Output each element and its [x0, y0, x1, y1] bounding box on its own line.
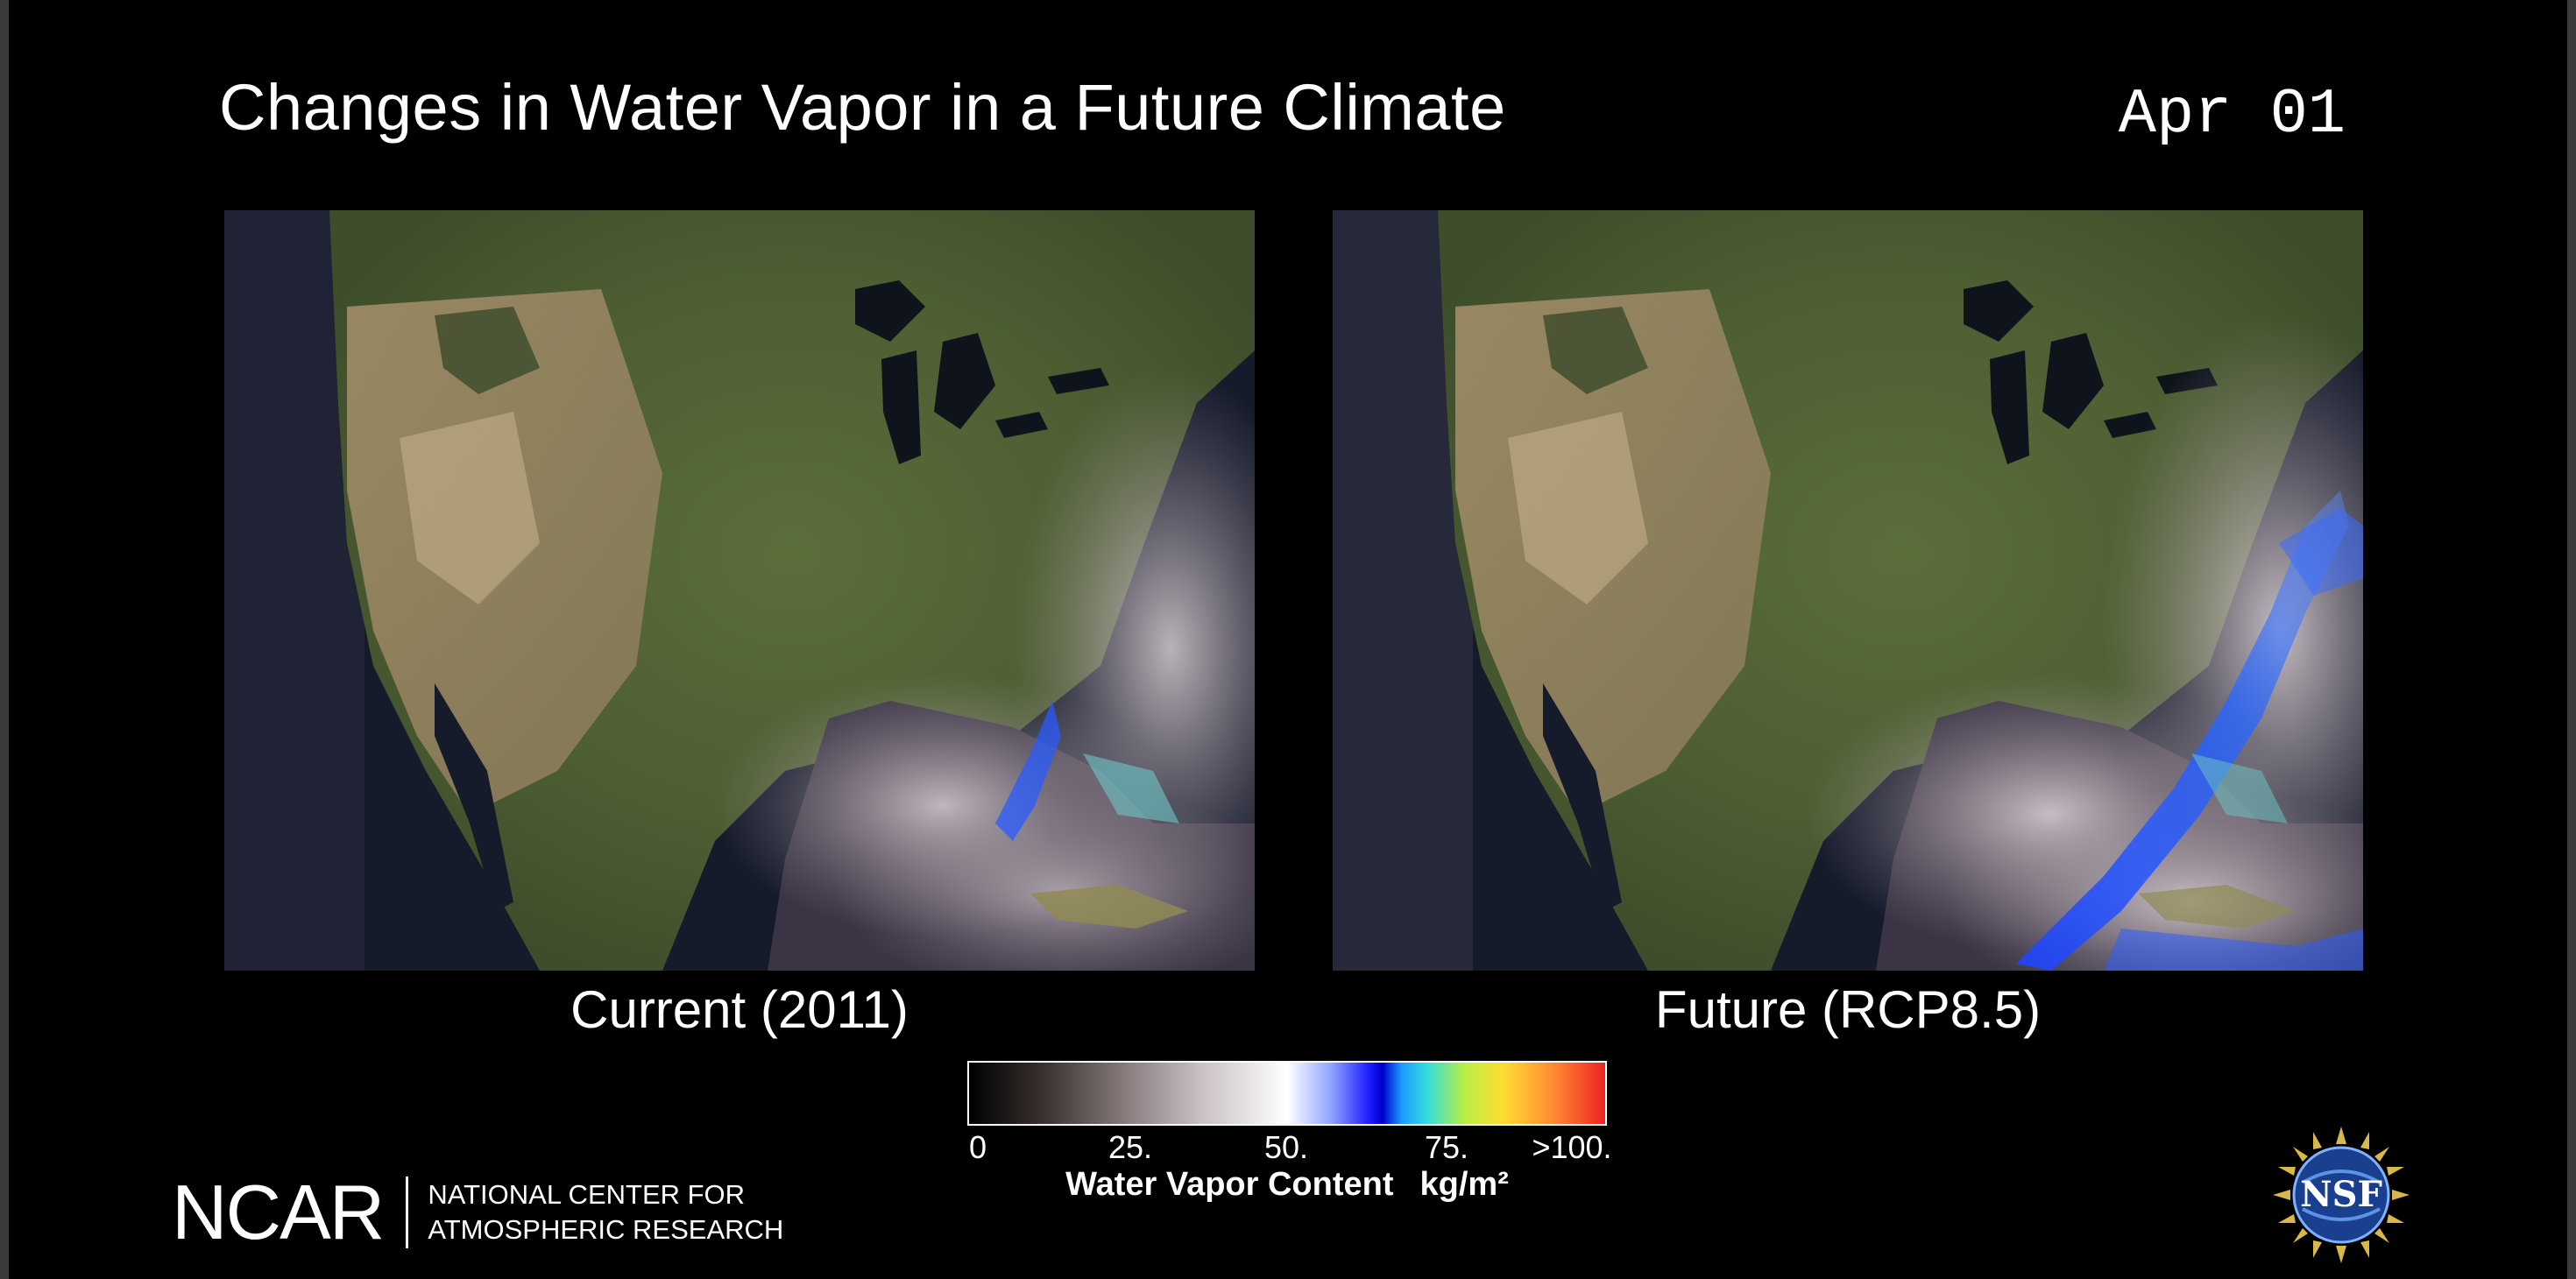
nsf-logo: NSF — [2271, 1125, 2411, 1265]
ncar-logo: NCAR NATIONAL CENTER FOR ATMOSPHERIC RES… — [172, 1174, 783, 1251]
window-edge-right — [2567, 0, 2576, 1279]
colorbar-tick: >100. — [1532, 1129, 1612, 1165]
colorbar-tick: 0 — [968, 1129, 987, 1165]
colorbar-ticks: 0 25. 50. 75. >100. — [967, 1126, 1612, 1165]
date-stamp: Apr 01 — [2118, 79, 2346, 151]
colorbar-tick: 25. — [1108, 1129, 1153, 1165]
colorbar-label: Water Vapor Content kg/m² — [967, 1166, 1607, 1204]
colorbar-title: Water Vapor Content — [1065, 1166, 1394, 1203]
ncar-wordmark: NCAR — [172, 1169, 385, 1255]
window-edge-left — [0, 0, 9, 1279]
colorbar-tick: 75. — [1424, 1129, 1469, 1165]
ncar-line-2: ATMOSPHERIC RESEARCH — [428, 1214, 784, 1245]
map-panel-current — [224, 210, 1255, 971]
nsf-logo-text: NSF — [2300, 1174, 2382, 1215]
caption-current: Current (2011) — [570, 980, 909, 1039]
ncar-line-1: NATIONAL CENTER FOR — [428, 1178, 746, 1210]
caption-future: Future (RCP8.5) — [1654, 980, 2042, 1039]
colorbar-legend: 0 25. 50. 75. >100. Water Vapor Content k… — [967, 1061, 1612, 1204]
map-panel-future — [1333, 210, 2363, 971]
page-title: Changes in Water Vapor in a Future Clima… — [219, 71, 1506, 144]
colorbar-unit: kg/m² — [1419, 1166, 1509, 1203]
ncar-full-name: NATIONAL CENTER FOR ATMOSPHERIC RESEARCH — [428, 1177, 783, 1248]
ncar-divider — [406, 1177, 409, 1248]
colorbar-tick: 50. — [1263, 1129, 1309, 1165]
colorbar-gradient — [967, 1061, 1607, 1126]
